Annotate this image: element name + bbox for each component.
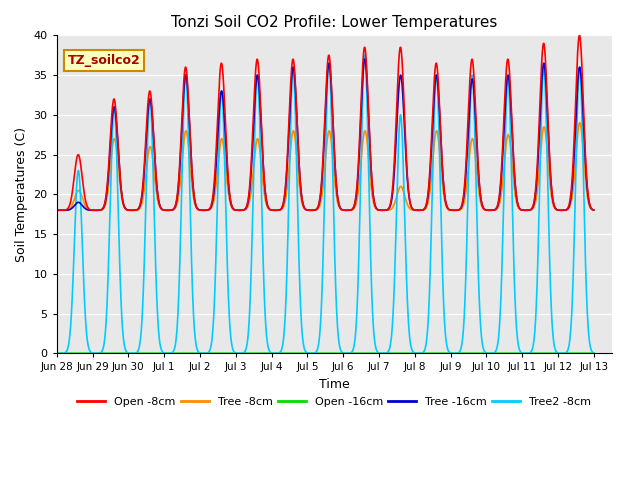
Open -8cm xyxy=(146,88,154,94)
Open -16cm xyxy=(146,350,154,356)
Open -16cm xyxy=(114,350,122,356)
Legend: Open -8cm, Tree -8cm, Open -16cm, Tree -16cm, Tree2 -8cm: Open -8cm, Tree -8cm, Open -16cm, Tree -… xyxy=(73,393,596,411)
Open -8cm xyxy=(575,33,583,38)
Tree2 -8cm xyxy=(146,96,154,102)
Tree -8cm xyxy=(114,160,122,166)
Tree2 -8cm xyxy=(282,297,290,303)
Open -8cm xyxy=(580,101,588,107)
Tree -8cm xyxy=(580,149,588,155)
Tree -8cm xyxy=(590,207,598,213)
Tree2 -8cm xyxy=(580,172,588,178)
Text: TZ_soilco2: TZ_soilco2 xyxy=(68,54,141,67)
Open -16cm xyxy=(53,350,61,356)
Tree -16cm xyxy=(361,56,369,62)
Line: Tree2 -8cm: Tree2 -8cm xyxy=(57,55,594,353)
Open -16cm xyxy=(590,350,598,356)
Open -8cm xyxy=(259,149,266,155)
Open -16cm xyxy=(282,350,290,356)
Tree2 -8cm xyxy=(590,350,598,356)
Open -8cm xyxy=(114,140,122,146)
Open -8cm xyxy=(282,178,290,183)
Tree2 -8cm xyxy=(53,350,61,356)
Title: Tonzi Soil CO2 Profile: Lower Temperatures: Tonzi Soil CO2 Profile: Lower Temperatur… xyxy=(171,15,497,30)
Tree -8cm xyxy=(259,176,266,182)
Open -8cm xyxy=(522,207,529,213)
Tree2 -8cm xyxy=(361,52,369,58)
Tree -16cm xyxy=(590,207,598,213)
X-axis label: Time: Time xyxy=(319,378,349,391)
Tree -8cm xyxy=(522,207,529,213)
Open -8cm xyxy=(590,207,598,213)
Open -16cm xyxy=(579,350,587,356)
Open -16cm xyxy=(522,350,529,356)
Open -16cm xyxy=(259,350,266,356)
Tree -16cm xyxy=(522,207,529,213)
Tree -16cm xyxy=(580,117,588,122)
Tree2 -8cm xyxy=(114,198,122,204)
Tree2 -8cm xyxy=(259,239,266,245)
Tree -16cm xyxy=(282,181,290,187)
Tree -8cm xyxy=(576,120,584,126)
Tree -16cm xyxy=(114,142,122,148)
Tree -8cm xyxy=(282,194,290,200)
Line: Tree -8cm: Tree -8cm xyxy=(57,123,594,210)
Tree2 -8cm xyxy=(522,350,529,356)
Tree -16cm xyxy=(146,96,154,102)
Line: Tree -16cm: Tree -16cm xyxy=(57,59,594,210)
Tree -8cm xyxy=(53,207,61,213)
Open -8cm xyxy=(53,207,61,213)
Tree -16cm xyxy=(53,207,61,213)
Line: Open -8cm: Open -8cm xyxy=(57,36,594,210)
Tree -16cm xyxy=(259,152,266,158)
Y-axis label: Soil Temperatures (C): Soil Temperatures (C) xyxy=(15,127,28,262)
Tree -8cm xyxy=(146,144,154,150)
